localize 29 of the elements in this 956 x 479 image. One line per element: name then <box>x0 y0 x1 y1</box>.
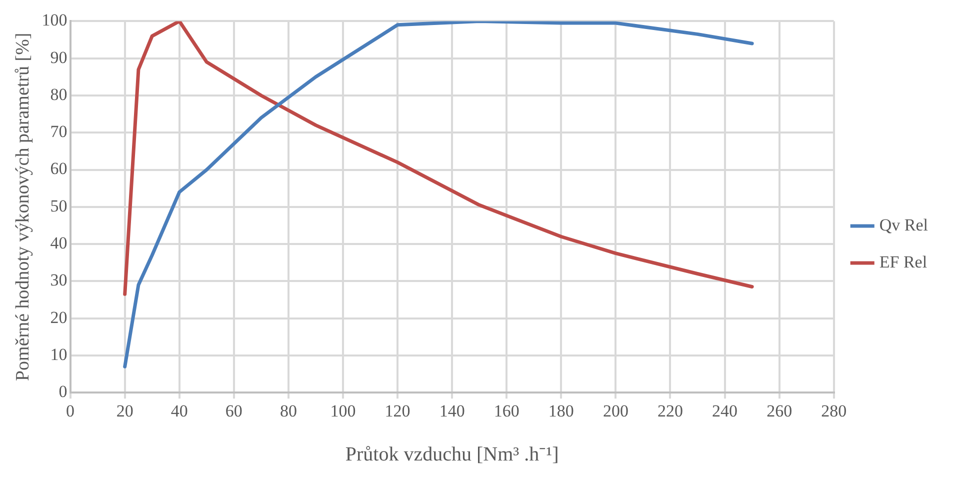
x-tick-label: 280 <box>821 401 847 420</box>
y-tick-label: 60 <box>50 159 68 178</box>
x-tick-label: 80 <box>280 401 297 420</box>
x-tick-label: 160 <box>494 401 520 420</box>
y-axis-title: Poměrné hodnoty výkonových parametrů [%] <box>12 32 34 382</box>
x-tick-label: 60 <box>225 401 242 420</box>
x-tick-label: 120 <box>384 401 410 420</box>
y-tick-label: 30 <box>50 270 68 290</box>
x-axis-title: Průtok vzduchu [Nm³ .h⁻¹] <box>345 443 559 466</box>
y-tick-label: 20 <box>50 308 68 327</box>
x-tick-label: 220 <box>657 401 683 420</box>
x-tick-label: 180 <box>548 401 574 420</box>
y-tick-label: 70 <box>50 122 68 142</box>
y-tick-label: 0 <box>58 382 68 402</box>
legend-label: Qv Rel <box>879 215 928 234</box>
x-tick-label: 200 <box>602 401 628 420</box>
y-tick-label: 90 <box>50 48 68 67</box>
y-tick-label: 40 <box>50 234 68 253</box>
y-tick-label: 80 <box>50 84 68 104</box>
y-tick-label: 50 <box>50 196 68 216</box>
x-tick-label: 240 <box>712 401 738 420</box>
y-tick-label: 100 <box>42 10 68 30</box>
x-tick-label: 260 <box>766 401 792 420</box>
x-tick-label: 140 <box>439 401 465 420</box>
y-tick-label: 10 <box>50 344 68 364</box>
x-tick-label: 20 <box>116 401 134 420</box>
legend-label: EF Rel <box>879 252 928 272</box>
x-tick-label: 100 <box>330 401 356 420</box>
x-tick-label: 40 <box>170 401 188 420</box>
